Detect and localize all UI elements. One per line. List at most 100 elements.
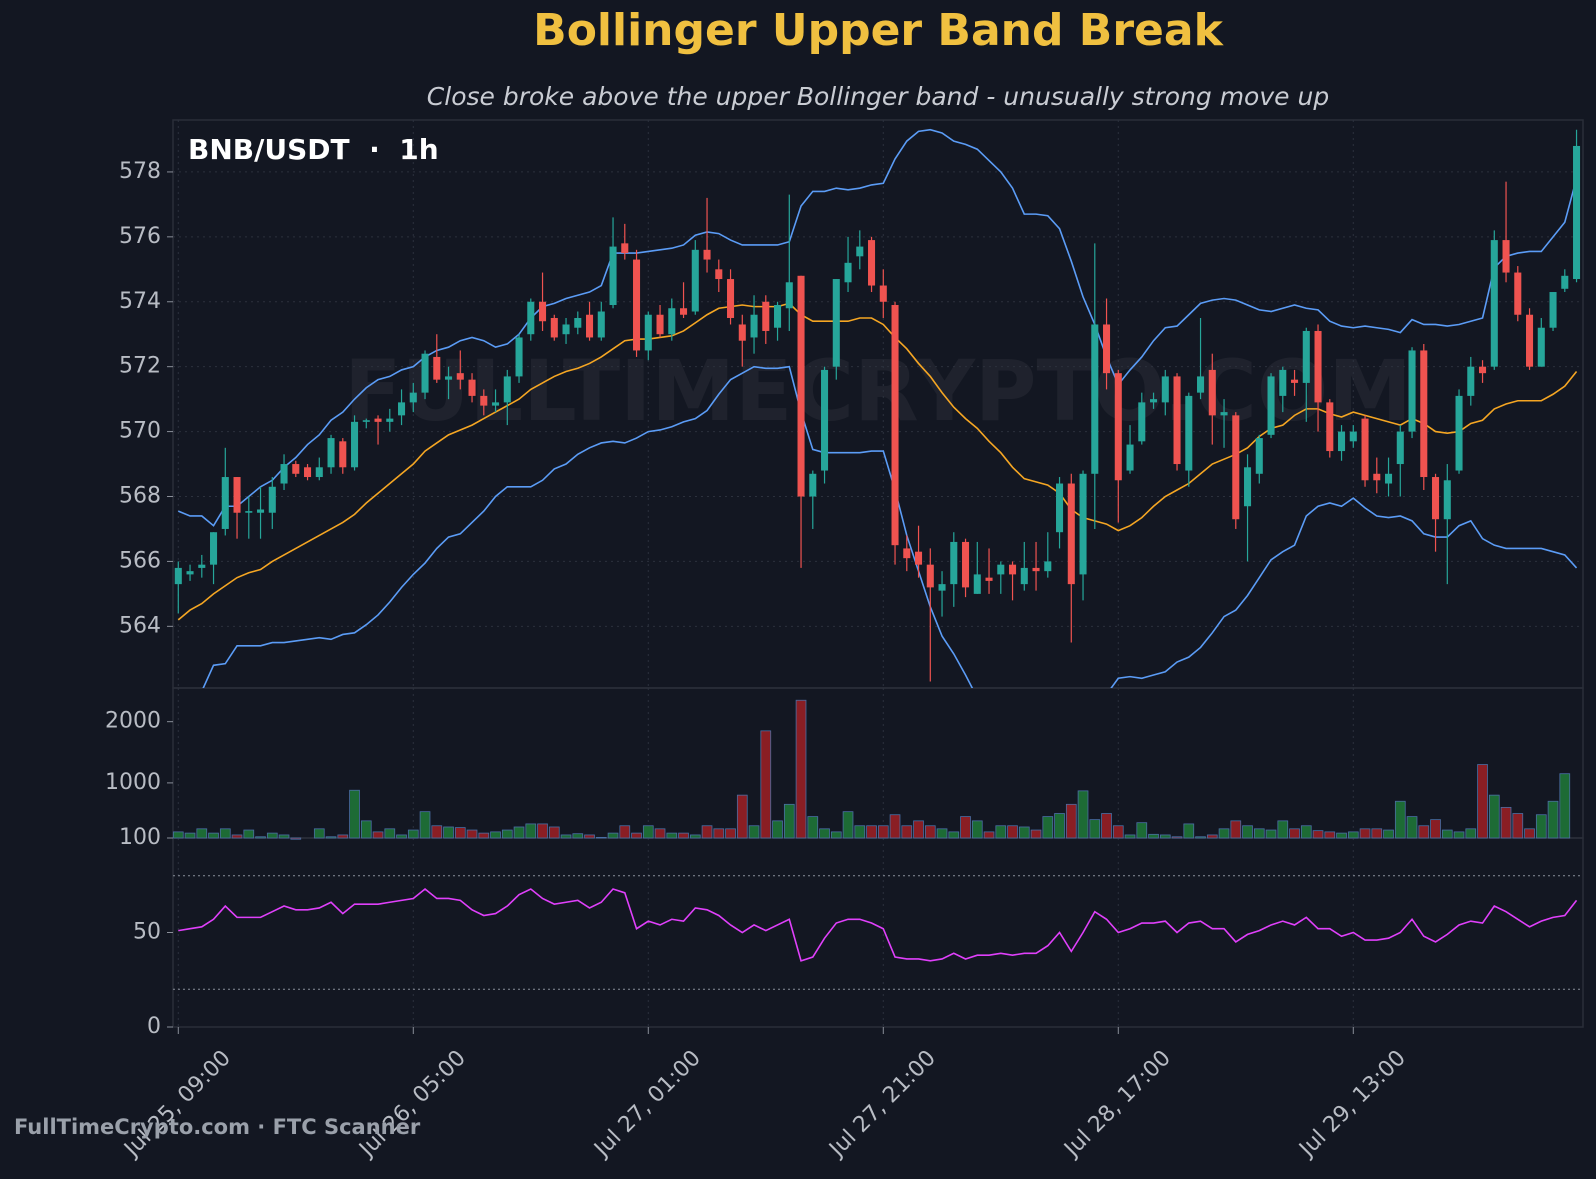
- volume-bar: [537, 823, 548, 839]
- candle-body: [1197, 376, 1205, 393]
- volume-bar: [1347, 831, 1359, 839]
- candle-body: [1314, 330, 1322, 403]
- volume-bar: [290, 837, 302, 840]
- volume-bar: [1547, 800, 1559, 839]
- candle-body: [539, 301, 547, 322]
- y-tick-label: 568: [119, 484, 161, 509]
- volume-bar: [889, 814, 901, 839]
- volume-bar: [760, 730, 772, 839]
- candle-body: [656, 314, 664, 335]
- volume-bar: [1524, 828, 1535, 839]
- y-tick-label: 0: [147, 1014, 161, 1039]
- volume-bar: [1359, 828, 1371, 839]
- y-tick-label: 576: [119, 224, 161, 249]
- candle-body: [1326, 402, 1334, 452]
- candle-body: [1056, 483, 1064, 533]
- volume-bar: [1030, 829, 1042, 839]
- volume-bar: [454, 827, 466, 839]
- volume-bar: [877, 825, 889, 839]
- volume-bar: [783, 803, 795, 839]
- volume-bar: [466, 829, 478, 839]
- volume-bar: [983, 831, 995, 839]
- volume-bar: [1465, 828, 1477, 839]
- candle-body: [879, 285, 887, 302]
- rsi-line: [178, 888, 1578, 962]
- candle-body: [1514, 272, 1522, 315]
- candle-body: [633, 259, 641, 351]
- candle-body: [785, 282, 793, 309]
- volume-bar: [1453, 831, 1465, 839]
- volume-bar: [1171, 836, 1183, 839]
- volume-bar: [1112, 825, 1124, 839]
- volume-bar: [713, 828, 725, 839]
- candle-body: [421, 353, 429, 393]
- volume-bar: [960, 816, 971, 839]
- volume-bar: [642, 825, 654, 839]
- candle-body: [1255, 438, 1263, 474]
- volume-bar: [631, 832, 642, 839]
- volume-bar: [313, 828, 325, 839]
- volume-bar: [1394, 800, 1406, 839]
- candle-body: [868, 240, 876, 286]
- volume-bar: [1559, 773, 1571, 839]
- candle-body: [1103, 324, 1111, 374]
- candle-body: [574, 317, 582, 328]
- y-tick-label: 574: [119, 289, 161, 314]
- candle-body: [1526, 314, 1534, 367]
- volume-bar: [795, 699, 807, 839]
- y-tick-label: 2000: [105, 709, 161, 734]
- volume-bar: [1406, 816, 1418, 839]
- volume-bar: [407, 829, 419, 839]
- candle-body: [809, 473, 817, 497]
- volume-bar: [995, 825, 1007, 839]
- volume-bar: [901, 825, 913, 839]
- candle-body: [1479, 366, 1487, 374]
- candle-body: [1537, 327, 1545, 367]
- volume-bar: [1230, 820, 1242, 839]
- volume-bar: [431, 825, 443, 839]
- candle-body: [550, 317, 558, 338]
- candle-body: [562, 324, 570, 335]
- chart-subtitle: Close broke above the upper Bollinger ba…: [427, 82, 1329, 111]
- candle-body: [762, 301, 770, 331]
- volume-bar: [1300, 825, 1312, 839]
- volume-bar: [1535, 814, 1547, 839]
- candle-body: [973, 574, 981, 594]
- candle-body: [1279, 369, 1287, 396]
- volume-bar: [384, 828, 396, 839]
- candle-body: [174, 567, 182, 585]
- volume-bar: [971, 820, 983, 839]
- volume-bar: [184, 832, 196, 839]
- volume-bar: [725, 828, 736, 839]
- chart-title: Bollinger Upper Band Break: [533, 5, 1224, 56]
- candle-body: [715, 269, 723, 280]
- volume-bar: [666, 832, 678, 839]
- y-tick-label: 50: [133, 920, 161, 945]
- candle-body: [821, 369, 829, 471]
- candle-body: [233, 477, 241, 513]
- candle-body: [668, 308, 676, 335]
- bollinger-line: [202, 365, 1578, 688]
- candle-body: [691, 249, 699, 312]
- candle-body: [1302, 330, 1310, 383]
- candle-body: [774, 305, 782, 328]
- candle-body: [891, 305, 899, 546]
- candle-body: [1385, 473, 1393, 484]
- volume-bar: [1441, 829, 1453, 839]
- volume-bar: [819, 828, 830, 839]
- candle-body: [1138, 402, 1146, 442]
- candle-body: [1373, 473, 1381, 481]
- candle-body: [1150, 399, 1158, 403]
- volume-bar: [1312, 830, 1324, 839]
- volume-bar: [548, 826, 560, 839]
- volume-bar: [266, 832, 278, 839]
- candle-body: [1232, 415, 1240, 520]
- volume-bar: [490, 831, 501, 839]
- candle-body: [468, 379, 476, 396]
- volume-bar: [1206, 834, 1218, 839]
- candle-body: [292, 464, 300, 474]
- volume-bar: [419, 811, 431, 839]
- bollinger-line: [177, 302, 1578, 621]
- footer: FullTimeCrypto.com · FTC Scanner: [14, 1115, 421, 1139]
